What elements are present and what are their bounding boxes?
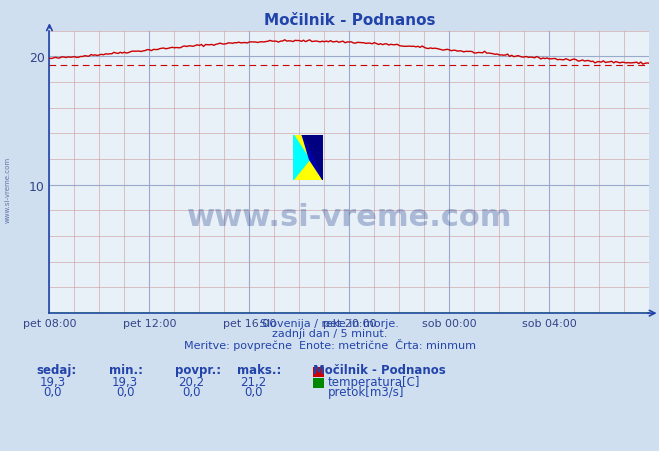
Polygon shape — [302, 135, 323, 180]
Text: Slovenija / reke in morje.: Slovenija / reke in morje. — [260, 318, 399, 328]
Text: min.:: min.: — [109, 363, 143, 376]
Text: 21,2: 21,2 — [241, 375, 267, 388]
Text: www.si-vreme.com: www.si-vreme.com — [186, 203, 512, 232]
Text: pretok[m3/s]: pretok[m3/s] — [328, 386, 404, 399]
Text: Močilnik - Podnanos: Močilnik - Podnanos — [313, 363, 445, 376]
Text: 19,3: 19,3 — [112, 375, 138, 388]
Text: sedaj:: sedaj: — [36, 363, 76, 376]
Title: Močilnik - Podnanos: Močilnik - Podnanos — [264, 13, 435, 28]
Text: 0,0: 0,0 — [116, 386, 134, 399]
Text: temperatura[C]: temperatura[C] — [328, 375, 420, 388]
Text: maks.:: maks.: — [237, 363, 281, 376]
Text: Meritve: povprečne  Enote: metrične  Črta: minmum: Meritve: povprečne Enote: metrične Črta:… — [183, 339, 476, 351]
Polygon shape — [302, 135, 323, 180]
Text: 19,3: 19,3 — [40, 375, 66, 388]
Text: zadnji dan / 5 minut.: zadnji dan / 5 minut. — [272, 328, 387, 338]
Text: 0,0: 0,0 — [43, 386, 62, 399]
Text: 0,0: 0,0 — [244, 386, 263, 399]
Text: 20,2: 20,2 — [178, 375, 204, 388]
Text: 0,0: 0,0 — [182, 386, 200, 399]
Polygon shape — [293, 135, 310, 180]
Text: povpr.:: povpr.: — [175, 363, 221, 376]
Text: www.si-vreme.com: www.si-vreme.com — [5, 156, 11, 222]
